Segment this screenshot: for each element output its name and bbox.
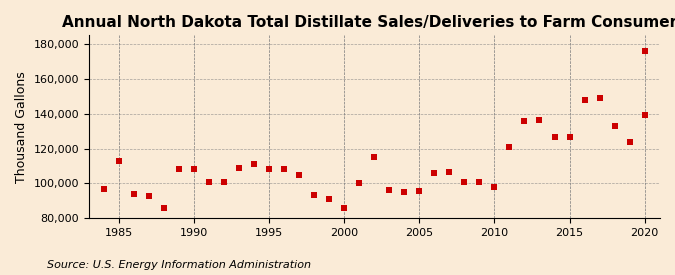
Point: [113, 159, 124, 163]
Point: [339, 206, 350, 210]
Point: [639, 49, 650, 53]
Point: [444, 170, 455, 174]
Point: [474, 180, 485, 184]
Point: [188, 167, 199, 172]
Point: [624, 139, 635, 144]
Point: [399, 190, 410, 194]
Title: Annual North Dakota Total Distillate Sales/Deliveries to Farm Consumers: Annual North Dakota Total Distillate Sal…: [62, 15, 675, 30]
Point: [248, 162, 259, 166]
Point: [384, 188, 395, 192]
Point: [128, 192, 139, 196]
Point: [594, 96, 605, 100]
Point: [279, 167, 290, 172]
Point: [219, 180, 230, 184]
Point: [489, 185, 500, 189]
Point: [308, 192, 319, 197]
Point: [504, 145, 515, 149]
Point: [99, 186, 109, 191]
Y-axis label: Thousand Gallons: Thousand Gallons: [15, 71, 28, 183]
Text: Source: U.S. Energy Information Administration: Source: U.S. Energy Information Administ…: [47, 260, 311, 270]
Point: [234, 166, 244, 170]
Point: [204, 180, 215, 184]
Point: [609, 124, 620, 128]
Point: [369, 155, 379, 160]
Point: [459, 180, 470, 184]
Point: [549, 135, 560, 139]
Point: [564, 135, 575, 139]
Point: [534, 118, 545, 122]
Point: [294, 172, 304, 177]
Point: [579, 98, 590, 102]
Point: [414, 189, 425, 194]
Point: [173, 167, 184, 172]
Point: [354, 180, 364, 185]
Point: [429, 171, 439, 175]
Point: [519, 119, 530, 123]
Point: [159, 206, 169, 210]
Point: [144, 193, 155, 198]
Point: [324, 197, 335, 201]
Point: [264, 166, 275, 171]
Point: [639, 113, 650, 118]
